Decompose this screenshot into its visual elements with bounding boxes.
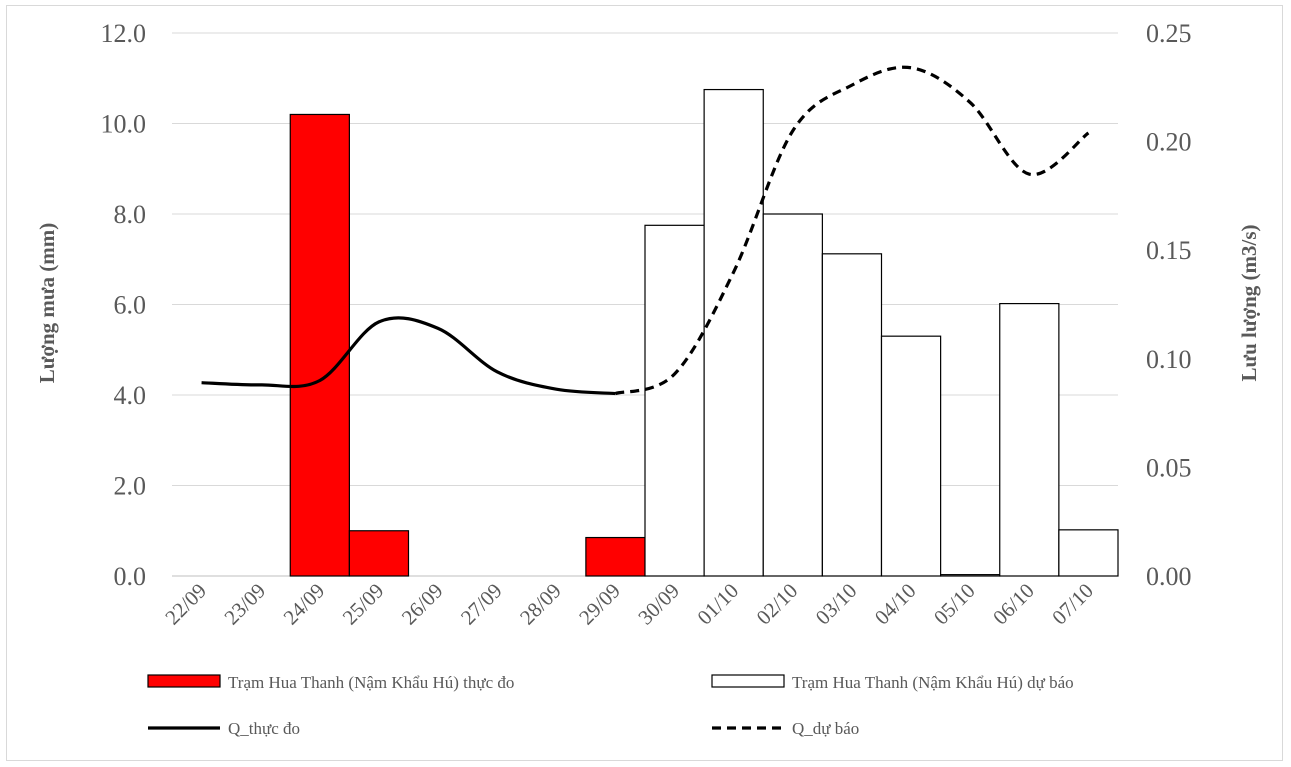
- y-left-tick-label: 0.0: [114, 562, 147, 591]
- y-left-tick-label: 6.0: [114, 291, 147, 320]
- legend-label: Q_dự báo: [792, 719, 859, 738]
- bar: [585, 536, 646, 577]
- y-right-tick-label: 0.05: [1146, 453, 1192, 482]
- x-tick-label: 01/10: [692, 579, 743, 630]
- q-observed-line: [201, 316, 616, 396]
- y-right-tick-label: 0.00: [1146, 562, 1192, 591]
- x-tick-label: 30/09: [633, 579, 684, 630]
- bar: [1058, 529, 1119, 577]
- bar: [289, 113, 350, 577]
- x-tick-label: 28/09: [515, 579, 566, 630]
- x-tick-label: 29/09: [574, 579, 625, 630]
- y-left-tick-label: 10.0: [101, 110, 147, 139]
- x-tick-label: 03/10: [811, 579, 862, 630]
- legend-swatch: [147, 674, 221, 688]
- y-right-tick-label: 0.10: [1146, 345, 1192, 374]
- x-tick-label: 27/09: [456, 579, 507, 630]
- bar: [644, 224, 705, 577]
- y-axis-right-title: Lưu lượng (m3/s): [1237, 224, 1261, 381]
- x-tick-label: 23/09: [219, 579, 270, 630]
- bar: [940, 574, 1001, 577]
- y-right-tick-label: 0.15: [1146, 236, 1192, 265]
- x-tick-label: 22/09: [160, 579, 211, 630]
- x-tick-label: 25/09: [338, 579, 389, 630]
- x-tick-label: 04/10: [870, 579, 921, 630]
- bars: [289, 88, 1119, 577]
- y-left-tick-label: 8.0: [114, 200, 147, 229]
- legend-swatch: [711, 674, 785, 688]
- bar: [821, 253, 883, 577]
- y-left-tick-label: 2.0: [114, 472, 147, 501]
- x-axis-ticks: 22/09 23/09 24/09 25/09 26/09 27/09 28/09 29/09…: [160, 579, 1098, 630]
- bar: [762, 213, 823, 577]
- y-axis-left-title: Lượng mưa (mm): [35, 223, 59, 383]
- legend: Trạm Hua Thanh (Nậm Khẩu Hú) thực đo Trạm…: [147, 673, 1074, 738]
- legend-label: Q_thực đo: [228, 719, 300, 738]
- x-tick-label: 26/09: [397, 579, 448, 630]
- bar: [348, 530, 410, 577]
- right-axis-ticks: 0.00 0.05 0.10 0.15 0.20 0.25: [1146, 19, 1192, 591]
- bar: [880, 335, 942, 577]
- x-tick-label: 06/10: [988, 579, 1039, 630]
- legend-label: Trạm Hua Thanh (Nậm Khẩu Hú) thực đo: [228, 673, 514, 692]
- bar: [703, 88, 764, 577]
- y-left-tick-label: 12.0: [101, 19, 147, 48]
- left-axis-ticks: 0.0 2.0 4.0 6.0 8.0 10.0 12.0: [101, 19, 147, 591]
- y-right-tick-label: 0.25: [1146, 19, 1192, 48]
- bar: [999, 302, 1060, 577]
- x-tick-label: 24/09: [279, 579, 330, 630]
- x-tick-label: 02/10: [752, 579, 803, 630]
- y-left-tick-label: 4.0: [114, 381, 147, 410]
- y-right-tick-label: 0.20: [1146, 128, 1192, 157]
- x-tick-label: 05/10: [929, 579, 980, 630]
- lines: [201, 65, 1090, 396]
- legend-label: Trạm Hua Thanh (Nậm Khẩu Hú) dự báo: [792, 673, 1074, 692]
- x-tick-label: 07/10: [1047, 579, 1098, 630]
